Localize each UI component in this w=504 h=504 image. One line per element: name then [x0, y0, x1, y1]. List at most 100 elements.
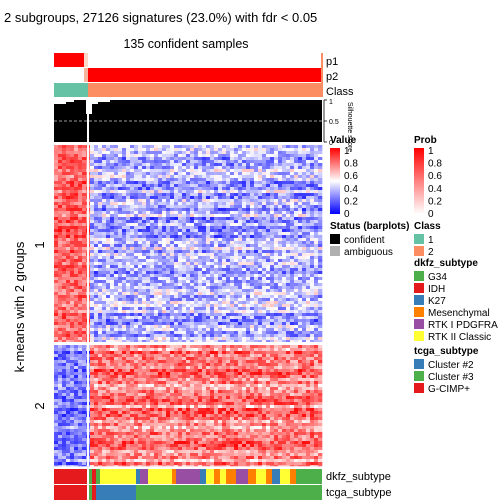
heatmap-cell [126, 366, 131, 370]
heatmap-cell [302, 304, 307, 308]
heatmap-cell [310, 283, 315, 287]
heatmap-cell [62, 348, 67, 352]
silhouette-gap [66, 100, 74, 102]
heatmap-cell [62, 295, 67, 299]
heatmap-cell [74, 229, 79, 233]
heatmap-cell [254, 211, 259, 215]
heatmap-cell [126, 211, 131, 215]
heatmap-cell [102, 360, 107, 364]
heatmap-cell [314, 247, 319, 251]
heatmap-cell [90, 232, 95, 236]
heatmap-cell [162, 328, 167, 332]
heatmap-cell [270, 322, 275, 326]
heatmap-cell [262, 337, 267, 341]
heatmap-cell [310, 360, 315, 364]
heatmap-cell [110, 160, 115, 164]
heatmap-cell [166, 235, 171, 239]
heatmap-cell [250, 253, 255, 257]
heatmap-cell [130, 241, 135, 245]
heatmap-cell [70, 298, 75, 302]
heatmap-cell [58, 145, 63, 149]
heatmap-cell [102, 363, 107, 367]
heatmap-cell [182, 148, 187, 152]
heatmap-cell [310, 211, 315, 215]
heatmap-cell [306, 235, 311, 239]
heatmap-cell [230, 283, 235, 287]
heatmap-cell [238, 190, 243, 194]
heatmap-cell [298, 298, 303, 302]
heatmap-cell [70, 357, 75, 361]
heatmap-cell [170, 256, 175, 260]
heatmap-cell [54, 217, 59, 221]
heatmap-cell [282, 351, 287, 355]
heatmap-cell [238, 178, 243, 182]
heatmap-cell [258, 145, 263, 149]
heatmap-cell [238, 310, 243, 314]
heatmap-cell [290, 148, 295, 152]
heatmap-cell [74, 199, 79, 203]
heatmap-cell [262, 295, 267, 299]
heatmap-cell [202, 253, 207, 257]
heatmap-cell [106, 295, 111, 299]
heatmap-cell [294, 304, 299, 308]
heatmap-cell [214, 220, 219, 224]
heatmap-cell [142, 268, 147, 272]
heatmap-cell [94, 304, 99, 308]
heatmap-cell [226, 193, 231, 197]
heatmap-cell [154, 157, 159, 161]
heatmap-cell [218, 181, 223, 185]
heatmap-cell [298, 199, 303, 203]
heatmap-cell [114, 304, 119, 308]
heatmap-cell [262, 196, 267, 200]
heatmap-cell [154, 366, 159, 370]
heatmap-cell [298, 310, 303, 314]
heatmap-cell [310, 235, 315, 239]
heatmap-cell [166, 166, 171, 170]
heatmap-cell [318, 211, 323, 215]
heatmap-cell [138, 199, 143, 203]
heatmap-cell [142, 354, 147, 358]
heatmap-cell [242, 181, 247, 185]
heatmap-cell [290, 241, 295, 245]
heatmap-cell [150, 334, 155, 338]
heatmap-cell [90, 154, 95, 158]
heatmap-cell [150, 214, 155, 218]
heatmap-cell [194, 223, 199, 227]
heatmap-cell [54, 334, 59, 338]
heatmap-cell [126, 187, 131, 191]
heatmap-cell [218, 169, 223, 173]
heatmap-cell [110, 354, 115, 358]
heatmap-cell [218, 241, 223, 245]
heatmap-cell [266, 226, 271, 230]
heatmap-cell [58, 238, 63, 242]
heatmap-cell [258, 363, 263, 367]
heatmap-cell [58, 268, 63, 272]
heatmap-cell [162, 345, 167, 349]
heatmap-cell [258, 205, 263, 209]
heatmap-cell [250, 163, 255, 167]
heatmap-cell [58, 196, 63, 200]
heatmap-cell [154, 360, 159, 364]
heatmap-cell [298, 262, 303, 266]
heatmap-cell [130, 301, 135, 305]
heatmap-cell [106, 157, 111, 161]
heatmap-cell [194, 145, 199, 149]
heatmap-cell [310, 178, 315, 182]
heatmap-cell [174, 190, 179, 194]
heatmap-cell [270, 169, 275, 173]
heatmap-cell [178, 181, 183, 185]
heatmap-cell [138, 169, 143, 173]
heatmap-cell [230, 175, 235, 179]
heatmap-cell [74, 351, 79, 355]
heatmap-cell [190, 148, 195, 152]
heatmap-cell [62, 292, 67, 296]
heatmap-cell [238, 253, 243, 257]
heatmap-cell [242, 190, 247, 194]
heatmap-cell [238, 226, 243, 230]
heatmap-cell [122, 283, 127, 287]
heatmap-cell [210, 232, 215, 236]
heatmap-cell [66, 348, 71, 352]
heatmap-cell [130, 348, 135, 352]
heatmap-cell [206, 169, 211, 173]
heatmap-cell [226, 160, 231, 164]
